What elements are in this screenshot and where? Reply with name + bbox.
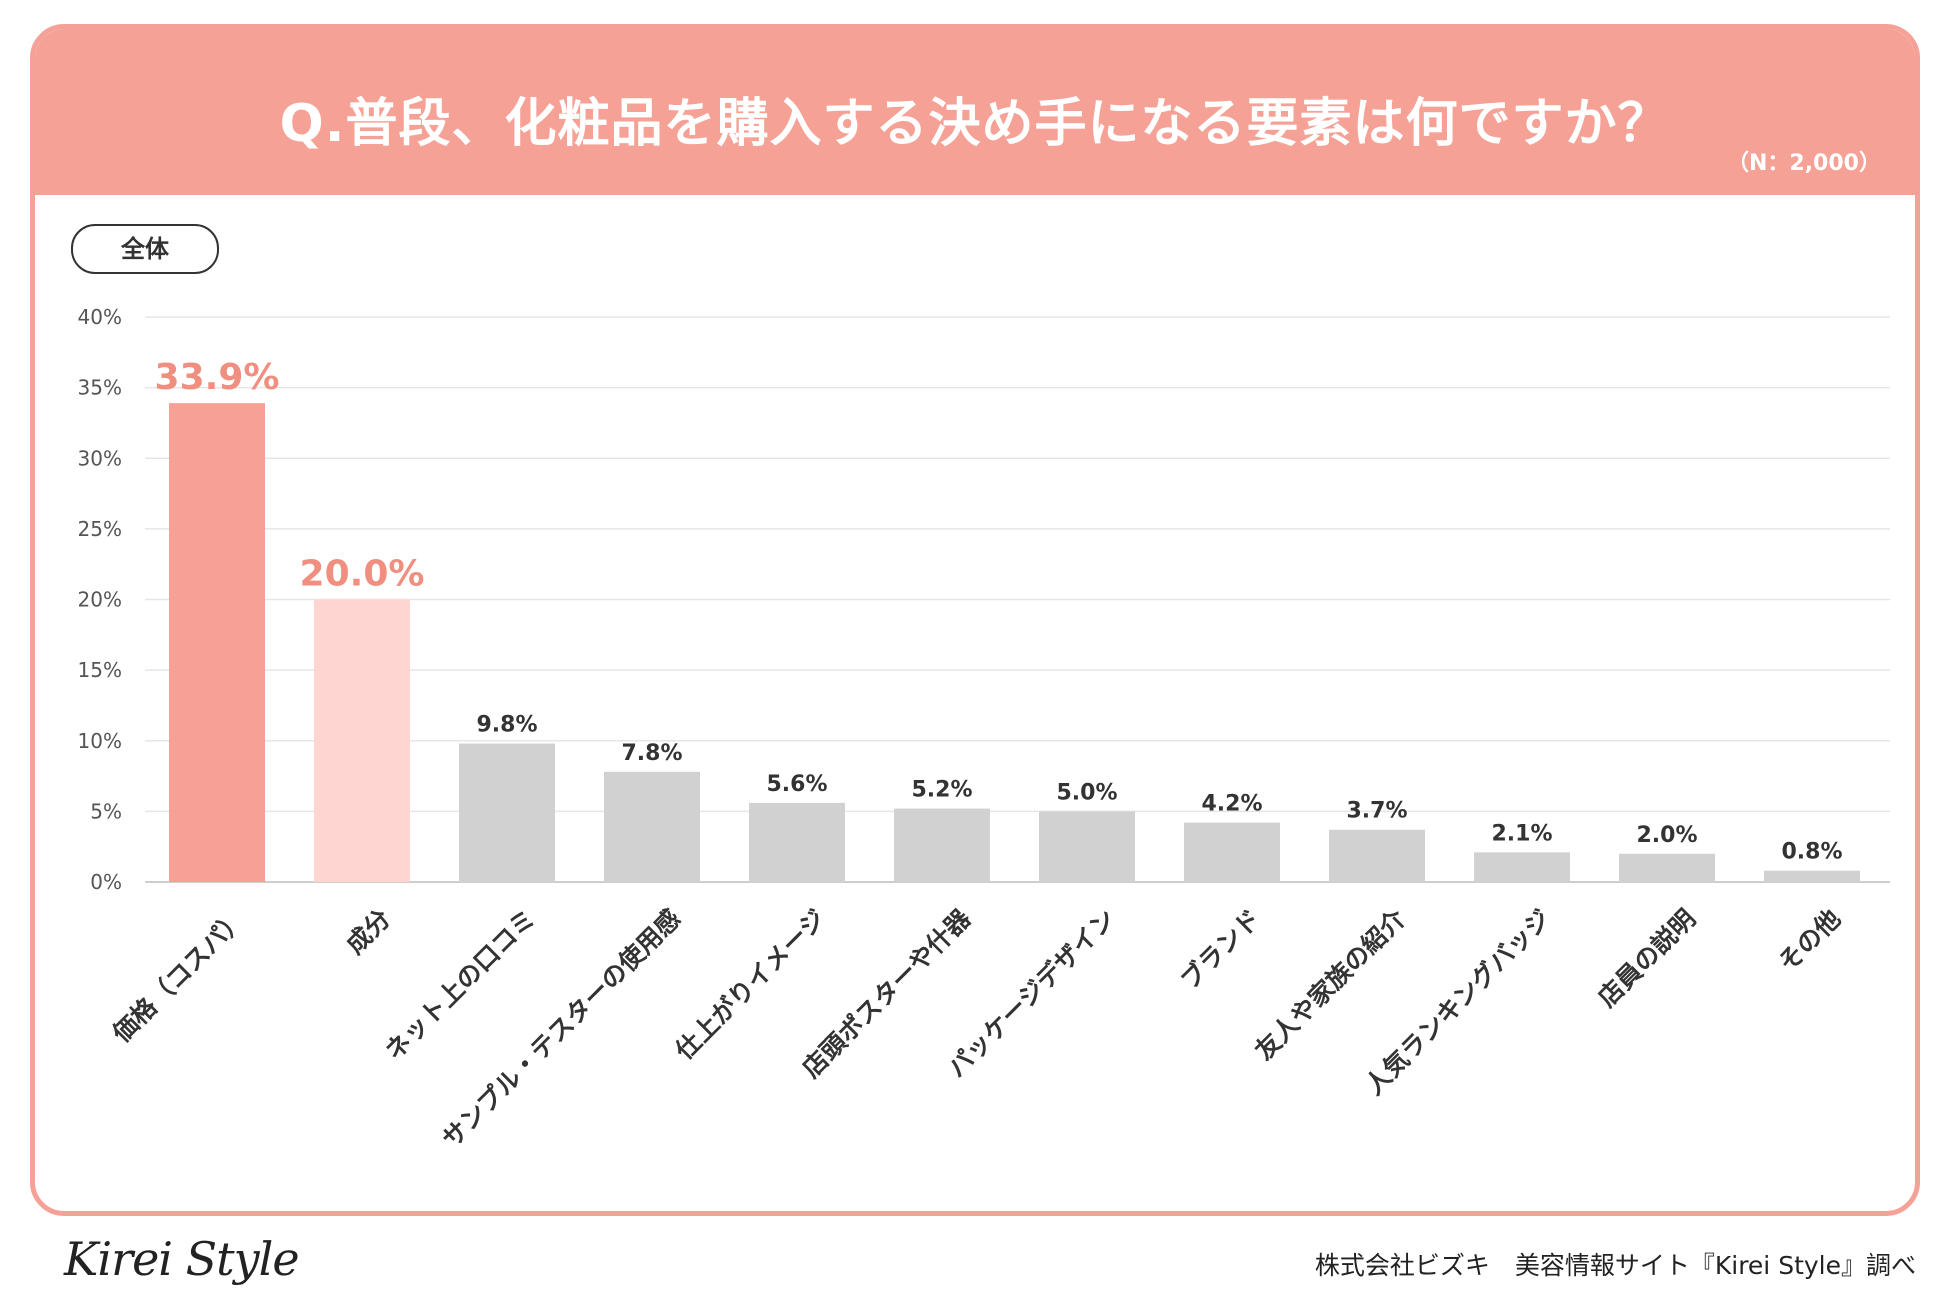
category-label: ネット上の口コミ — [379, 904, 541, 1066]
category-label: サンプル・テスターの使用感 — [436, 904, 686, 1154]
category-label: ブランド — [1175, 904, 1266, 995]
bar — [894, 808, 990, 882]
category-label: 仕上がりイメージ — [669, 904, 831, 1066]
header-banner: Q.普段、化粧品を購入する決め手になる要素は何ですか？ （N：2,000） — [35, 29, 1915, 195]
category-label: 成分 — [340, 904, 396, 960]
data-label: 2.1% — [1491, 821, 1552, 846]
data-label: 2.0% — [1636, 823, 1697, 848]
y-tick-label: 40% — [78, 305, 122, 329]
category-label: 友人や家族の紹介 — [1249, 903, 1412, 1066]
sample-size-label: （N：2,000） — [1726, 151, 1881, 176]
y-tick-label: 25% — [78, 517, 122, 541]
data-label: 0.8% — [1781, 840, 1842, 865]
bar — [1474, 852, 1570, 882]
bar — [749, 802, 845, 882]
data-label: 5.6% — [766, 772, 827, 797]
data-label: 4.2% — [1201, 792, 1262, 817]
bar — [169, 403, 265, 882]
chart-title: Q.普段、化粧品を購入する決め手になる要素は何ですか？ — [279, 94, 1671, 154]
data-label: 20.0% — [300, 554, 425, 595]
kirei-style-logo: Kirei Style — [64, 1232, 300, 1286]
y-tick-label: 5% — [90, 799, 122, 823]
category-label: 店員の説明 — [1592, 904, 1701, 1013]
bar — [1619, 853, 1715, 882]
data-label: 5.0% — [1056, 780, 1117, 805]
source-credit: 株式会社ビズキ 美容情報サイト『Kirei Style』調べ — [1314, 1251, 1916, 1280]
data-label: 9.8% — [476, 713, 537, 738]
y-tick-label: 20% — [78, 588, 122, 612]
data-label: 3.7% — [1346, 799, 1407, 824]
data-label: 33.9% — [155, 357, 280, 398]
y-tick-label: 0% — [90, 870, 122, 894]
y-tick-label: 35% — [78, 376, 122, 400]
bar — [604, 771, 700, 882]
bar — [1329, 829, 1425, 882]
data-label: 7.8% — [621, 741, 682, 766]
y-tick-label: 10% — [78, 729, 122, 753]
y-tick-label: 15% — [78, 658, 122, 682]
data-label: 5.2% — [911, 778, 972, 803]
bar — [1764, 870, 1860, 882]
bar — [1184, 822, 1280, 882]
segment-pill: 全体 — [71, 224, 219, 274]
bar — [459, 743, 555, 882]
bar — [1039, 811, 1135, 882]
bar — [314, 599, 410, 882]
category-label: その他 — [1773, 904, 1847, 978]
y-tick-label: 30% — [78, 446, 122, 470]
category-label: 価格（コスパ） — [106, 904, 251, 1049]
